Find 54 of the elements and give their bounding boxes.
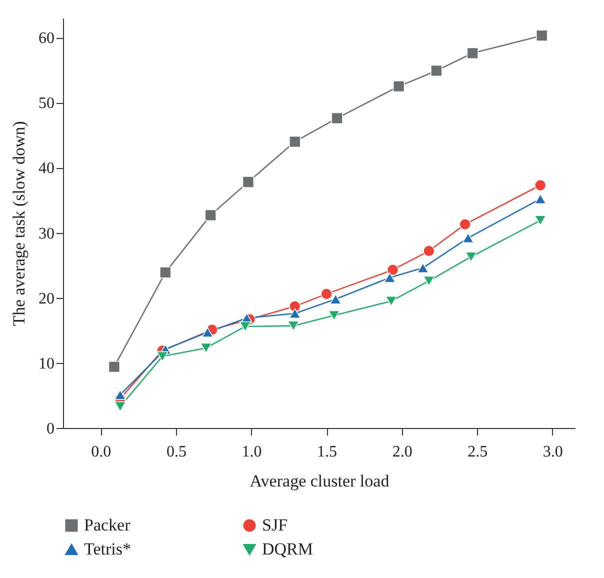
x-axis-title: Average cluster load: [250, 472, 390, 490]
point: [466, 47, 478, 60]
point: [242, 176, 254, 188]
x-tick-label: 3.0: [542, 444, 563, 460]
x-tick-label: 2.5: [468, 444, 488, 460]
legend-label: Packer: [84, 516, 131, 535]
y-tick-label: 60: [38, 30, 54, 48]
y-tick-label: 0: [46, 420, 54, 438]
point: [108, 360, 120, 373]
point: [320, 288, 332, 300]
point: [459, 218, 471, 230]
point: [430, 64, 442, 77]
x-tick-label: 2.0: [392, 444, 412, 460]
point: [204, 209, 216, 222]
x-tick-label: 0.0: [91, 444, 112, 460]
point: [289, 136, 301, 148]
legend-label: DQRM: [262, 540, 314, 558]
point: [386, 264, 399, 276]
point: [200, 342, 212, 354]
point: [462, 232, 474, 244]
legend-label: Tetris*: [84, 540, 131, 558]
legend-label: SJF: [262, 516, 288, 535]
point: [423, 245, 435, 257]
point: [417, 262, 429, 274]
point: [331, 112, 343, 124]
point: [385, 296, 398, 306]
point: [330, 294, 342, 304]
point: [328, 310, 340, 321]
point: [289, 300, 301, 312]
point: [534, 215, 546, 226]
point: [465, 252, 477, 262]
y-tick-label: 50: [38, 95, 54, 112]
point: [202, 327, 214, 338]
point: [423, 276, 435, 286]
point: [534, 194, 546, 204]
y-tick-label: 20: [38, 290, 54, 308]
point: [289, 308, 301, 319]
point: [384, 272, 396, 283]
point: [392, 80, 405, 92]
point: [239, 321, 252, 332]
point: [160, 266, 172, 278]
y-tick-label: 30: [38, 225, 54, 242]
x-tick-label: 1.0: [242, 444, 262, 460]
point: [114, 390, 126, 400]
y-tick-label: 40: [38, 160, 54, 178]
point: [114, 401, 126, 412]
point: [156, 351, 168, 362]
y-axis-title: The average task (slow down): [10, 121, 28, 326]
point: [534, 179, 546, 192]
point: [288, 320, 300, 331]
x-tick-label: 1.5: [317, 444, 338, 460]
point: [536, 30, 548, 42]
y-tick-label: 10: [38, 355, 54, 372]
x-tick-label: 0.5: [166, 444, 186, 460]
